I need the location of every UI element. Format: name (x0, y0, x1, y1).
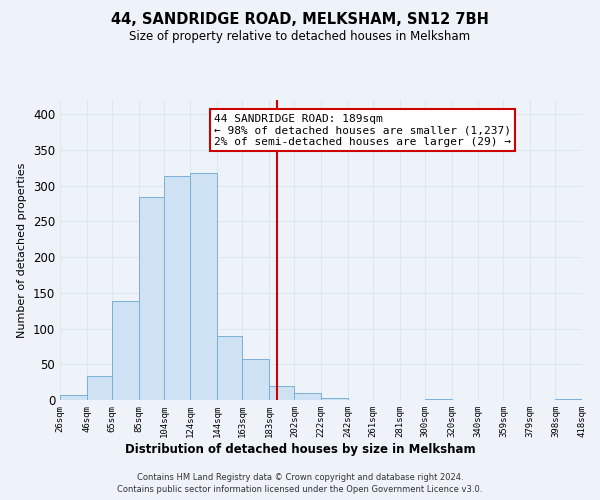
Bar (295, 393, 321, 400)
Bar (164, 176, 190, 400)
Bar (139, 197, 164, 400)
Y-axis label: Number of detached properties: Number of detached properties (17, 162, 28, 338)
Text: Distribution of detached houses by size in Melksham: Distribution of detached houses by size … (125, 442, 475, 456)
Bar (112, 300, 139, 400)
Bar (190, 173, 217, 400)
Bar (60, 395, 86, 400)
Bar (321, 398, 347, 400)
Bar (86, 376, 112, 400)
Bar (242, 360, 269, 400)
Text: Size of property relative to detached houses in Melksham: Size of property relative to detached ho… (130, 30, 470, 43)
Text: Contains public sector information licensed under the Open Government Licence v3: Contains public sector information licen… (118, 485, 482, 494)
Text: 44, SANDRIDGE ROAD, MELKSHAM, SN12 7BH: 44, SANDRIDGE ROAD, MELKSHAM, SN12 7BH (111, 12, 489, 28)
Bar (269, 386, 295, 400)
Bar (217, 336, 242, 400)
Text: Contains HM Land Registry data © Crown copyright and database right 2024.: Contains HM Land Registry data © Crown c… (137, 472, 463, 482)
Text: 44 SANDRIDGE ROAD: 189sqm
← 98% of detached houses are smaller (1,237)
2% of sem: 44 SANDRIDGE ROAD: 189sqm ← 98% of detac… (214, 114, 511, 146)
